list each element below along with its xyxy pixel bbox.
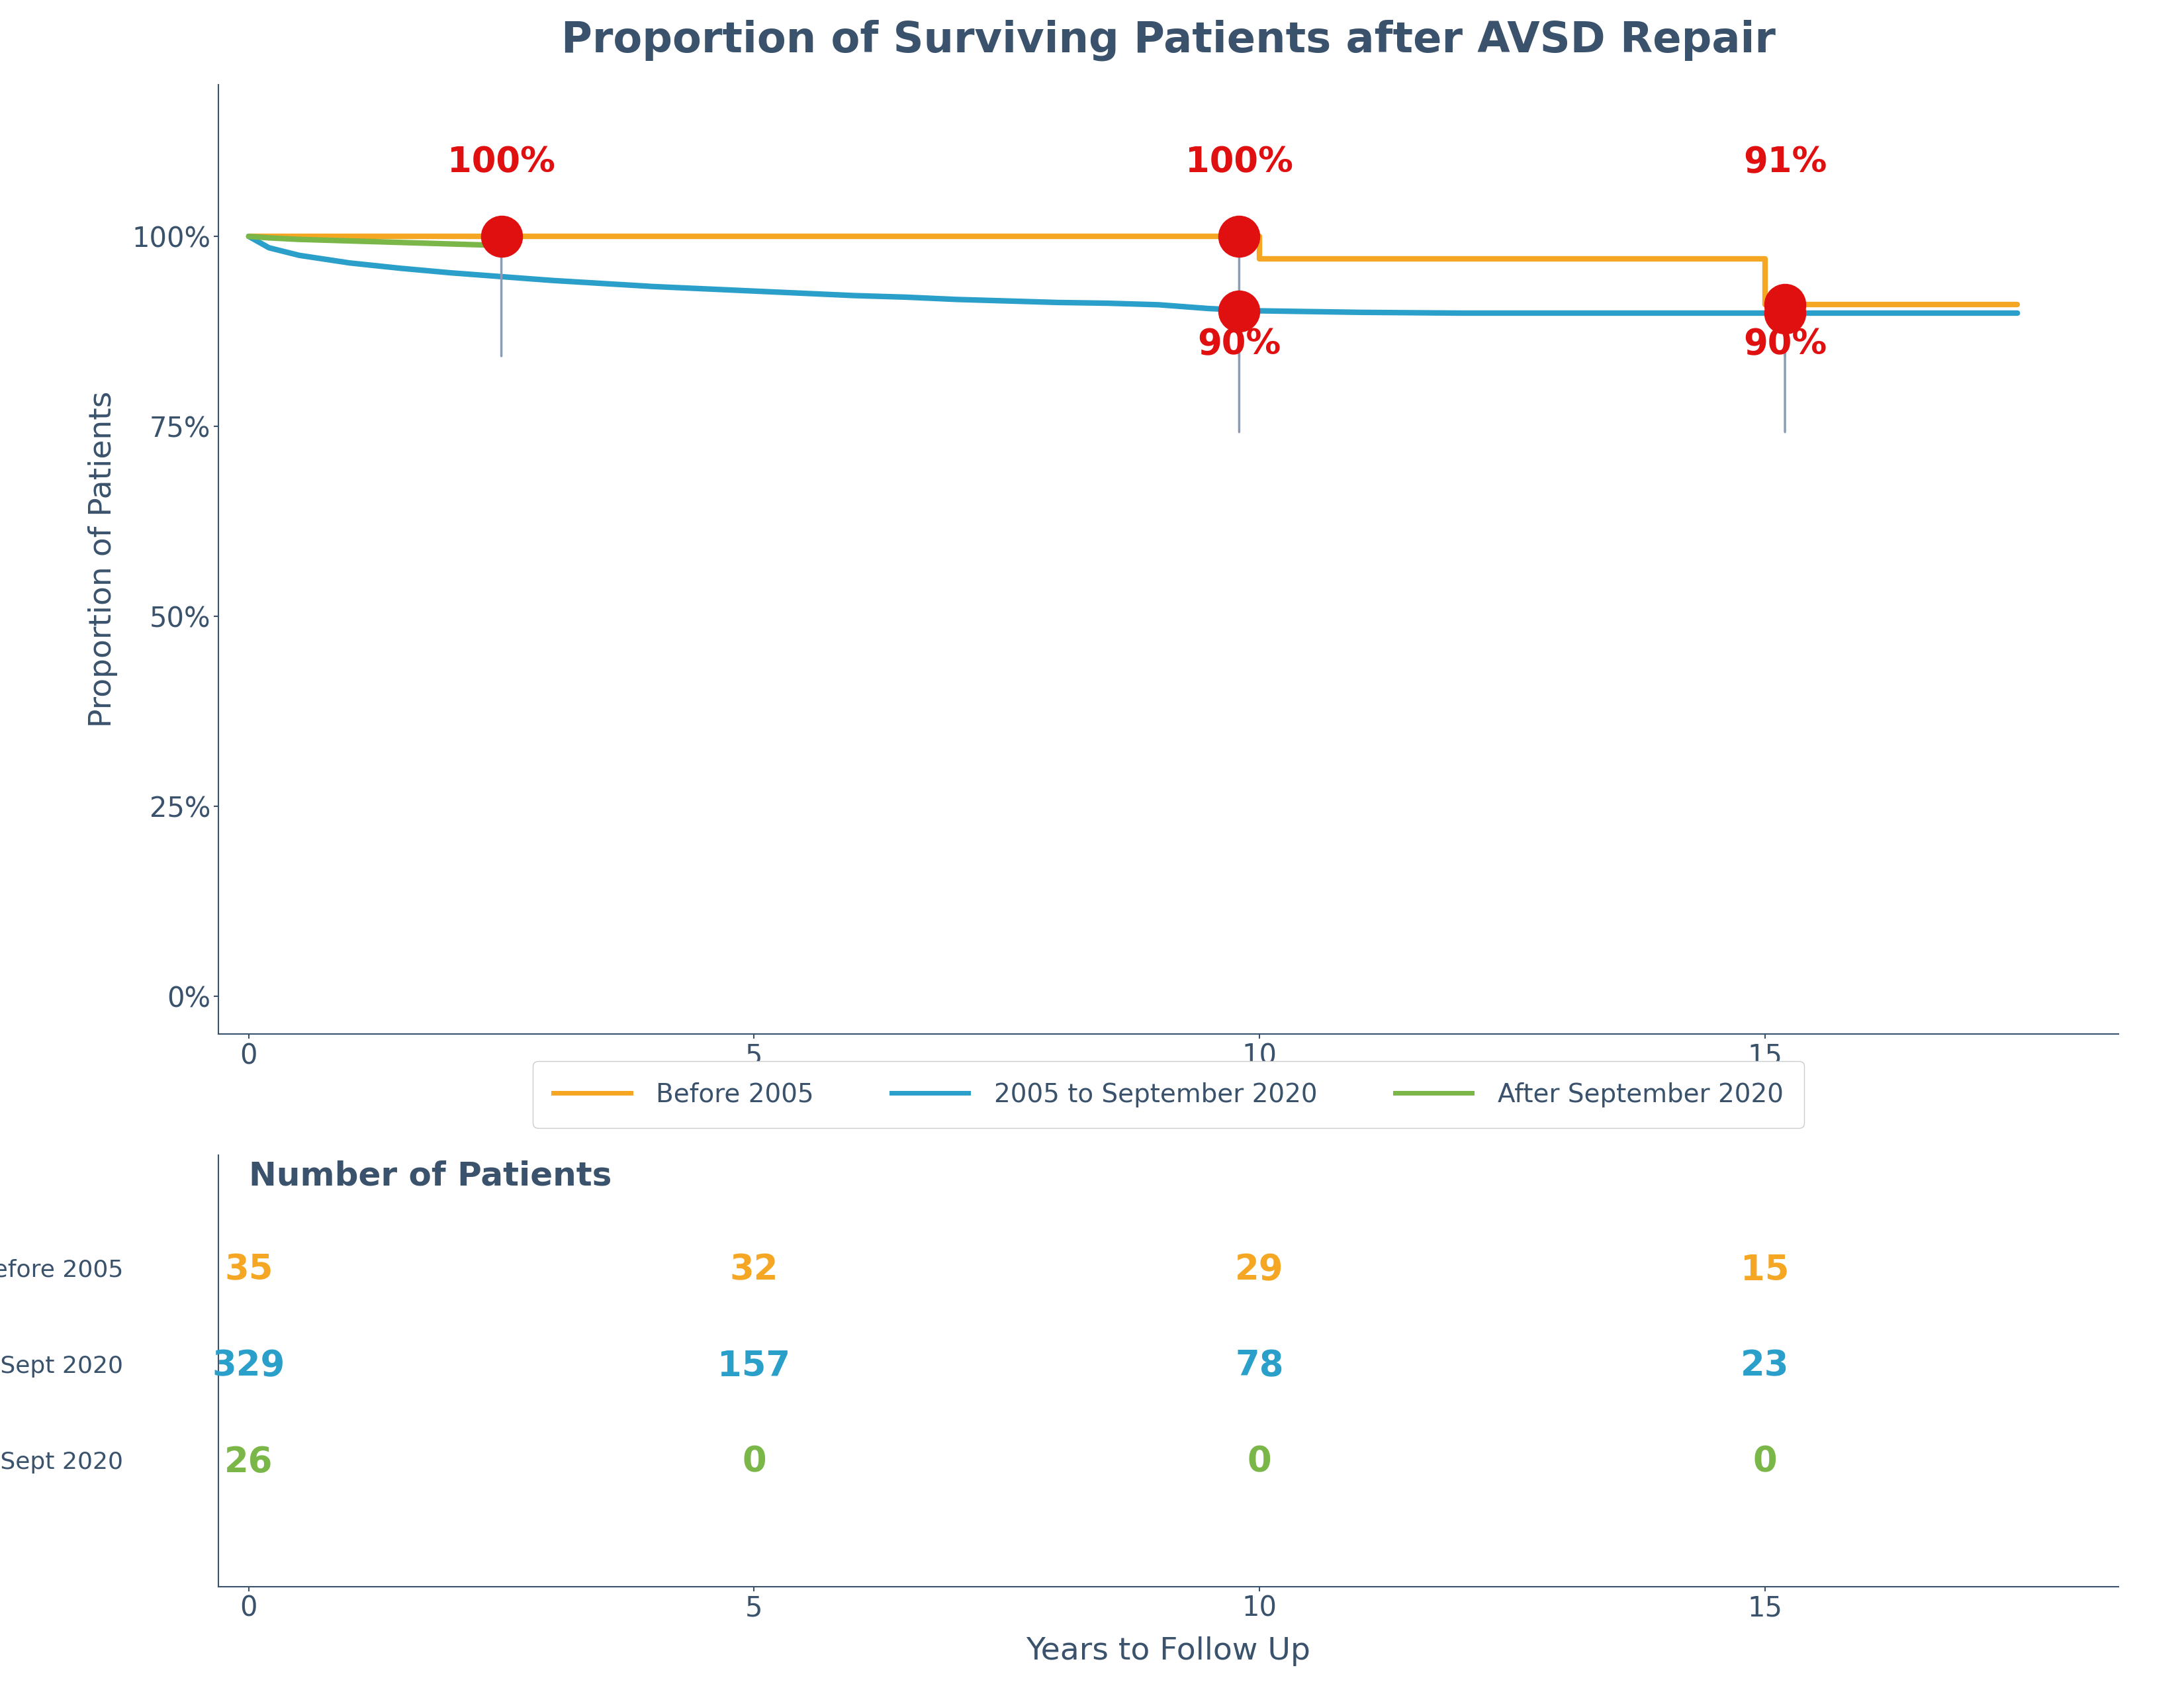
X-axis label: Years to Follow Up: Years to Follow Up: [1026, 1080, 1310, 1111]
Text: Number of Patients: Number of Patients: [249, 1160, 612, 1192]
Point: [1221, 223, 1256, 250]
Text: 100%: 100%: [1186, 145, 1293, 179]
Text: 26: 26: [225, 1445, 273, 1479]
Text: 90%: 90%: [1197, 327, 1282, 361]
Point: [485, 223, 520, 250]
Point: [1767, 299, 1802, 326]
Text: 100%: 100%: [448, 145, 555, 179]
Point: [1221, 297, 1256, 324]
Text: 90%: 90%: [1743, 327, 1826, 361]
Y-axis label: Proportion of Patients: Proportion of Patients: [87, 392, 118, 728]
X-axis label: Years to Follow Up: Years to Follow Up: [1026, 1636, 1310, 1666]
Text: 329: 329: [212, 1349, 286, 1382]
Text: 35: 35: [225, 1252, 273, 1288]
Text: Before 2005: Before 2005: [0, 1259, 122, 1281]
Text: 15: 15: [1741, 1252, 1789, 1288]
Title: Proportion of Surviving Patients after AVSD Repair: Proportion of Surviving Patients after A…: [561, 20, 1776, 61]
Text: 23: 23: [1741, 1349, 1789, 1382]
Text: After Sept 2020: After Sept 2020: [0, 1450, 122, 1474]
Text: 0: 0: [1247, 1445, 1271, 1479]
Legend: Before 2005, 2005 to September 2020, After September 2020: Before 2005, 2005 to September 2020, Aft…: [533, 1062, 1804, 1128]
Text: 32: 32: [729, 1252, 778, 1288]
Point: [1767, 292, 1802, 319]
Text: 91%: 91%: [1743, 145, 1826, 179]
Text: 2005 to Sept 2020: 2005 to Sept 2020: [0, 1355, 122, 1377]
Text: 157: 157: [719, 1349, 791, 1382]
Text: 0: 0: [1752, 1445, 1778, 1479]
Text: 78: 78: [1236, 1349, 1284, 1382]
Text: 0: 0: [743, 1445, 767, 1479]
Text: 29: 29: [1236, 1252, 1284, 1288]
